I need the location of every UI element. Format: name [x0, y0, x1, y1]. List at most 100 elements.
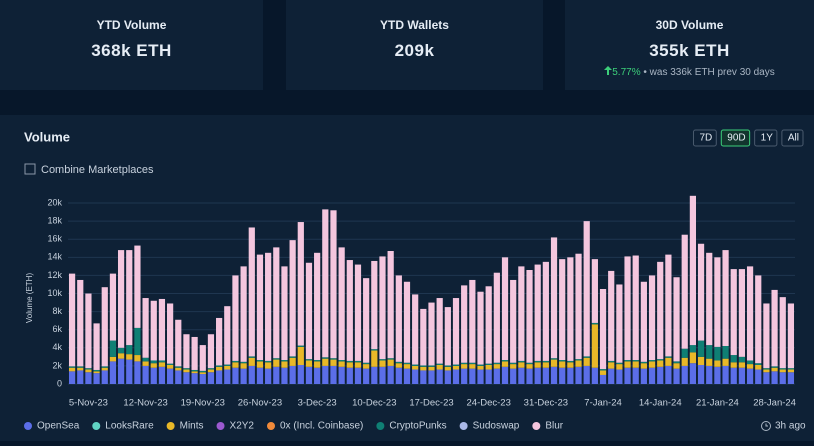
bar-segment [452, 365, 460, 370]
bar-segment [387, 251, 394, 359]
legend-swatch[interactable] [267, 422, 275, 430]
range-button-label[interactable]: 1Y [761, 133, 774, 144]
bar-segment [248, 356, 255, 358]
bar-segment [77, 366, 84, 368]
bar-segment [640, 368, 647, 384]
range-button-label[interactable]: 90D [727, 133, 745, 144]
bar-segment [240, 363, 247, 369]
bar-segment [428, 370, 435, 384]
legend-swatch[interactable] [166, 422, 175, 430]
bar-segment [289, 356, 296, 358]
bar-segment [461, 364, 468, 369]
legend-swatch[interactable] [216, 422, 225, 430]
bar-segment [68, 366, 76, 368]
bar-segment [256, 254, 264, 361]
bar-segment [371, 349, 378, 351]
bar-segment [77, 279, 84, 367]
bar-segment [616, 364, 623, 370]
bar-segment [232, 360, 239, 363]
bar-segment [550, 359, 558, 367]
bar-segment [134, 361, 141, 384]
bar-segment [779, 368, 786, 370]
legend-swatch[interactable] [376, 422, 385, 430]
checkbox-label[interactable]: Combine Marketplaces [41, 164, 154, 176]
clock-icon [761, 421, 771, 431]
bar-segment [697, 356, 705, 365]
bar-segment [167, 368, 174, 384]
bar-segment [224, 364, 231, 366]
bar-segment [632, 361, 639, 368]
bar-segment [567, 360, 574, 363]
bar-segment [77, 367, 84, 371]
legend-label[interactable]: Blur [545, 421, 563, 432]
bar-segment [714, 346, 721, 361]
bar-segment [518, 362, 525, 368]
legend-label[interactable]: Sudoswap [473, 421, 520, 432]
range-button-label[interactable]: All [788, 133, 799, 144]
range-button[interactable] [754, 129, 778, 147]
stat-change: 5.77% • was 336k ETH prev 30 days [565, 66, 814, 78]
bar-segment [232, 367, 239, 384]
legend-label[interactable]: CryptoPunks [389, 421, 446, 432]
bar-segment [150, 367, 157, 384]
legend-label[interactable]: 0x (Incl. Coinbase) [280, 421, 363, 432]
bar-segment [730, 362, 737, 368]
bar-segment [518, 360, 525, 363]
bar-segment [493, 362, 500, 365]
legend-label[interactable]: X2Y2 [230, 421, 255, 432]
bar-segment [542, 367, 549, 384]
range-button[interactable] [720, 129, 751, 147]
bar-segment [461, 362, 468, 365]
bar-segment [68, 371, 76, 384]
bar-segment [248, 357, 255, 366]
bar-segment [567, 367, 574, 384]
bar-segment [608, 360, 615, 363]
legend-swatch[interactable] [24, 422, 32, 430]
range-button-label[interactable]: 7D [699, 133, 712, 144]
bar-segment [183, 334, 190, 369]
bar-segment [599, 374, 607, 384]
bar-segment [542, 261, 549, 361]
checkbox[interactable] [24, 163, 36, 175]
bar-segment [665, 365, 672, 384]
y-tick-label: 0 [57, 378, 62, 388]
bar-segment [469, 362, 476, 365]
bar-segment [542, 362, 549, 368]
stat-label: YTD Volume [96, 18, 167, 32]
legend-swatch[interactable] [459, 422, 468, 430]
bar-segment [575, 366, 582, 384]
bar-segment [314, 360, 321, 362]
bar-segment [248, 365, 255, 384]
bar-segment [191, 373, 198, 384]
bar-segment [599, 289, 607, 370]
bar-segment [85, 293, 92, 369]
bar-segment [575, 253, 582, 360]
bar-segment [591, 259, 598, 323]
bar-segment [469, 368, 476, 384]
bar-segment [175, 319, 182, 367]
stat-label: YTD Wallets [380, 18, 449, 32]
legend-swatch[interactable] [532, 422, 541, 430]
bar-segment [689, 195, 696, 346]
bar-segment [216, 366, 223, 371]
legend-label[interactable]: LooksRare [105, 421, 154, 432]
bar-segment [583, 356, 590, 358]
bar-segment [363, 278, 370, 363]
bar-segment [493, 364, 500, 369]
range-button[interactable] [692, 129, 717, 147]
bar-segment [403, 281, 411, 363]
legend-swatch[interactable] [92, 422, 101, 430]
range-button[interactable] [781, 129, 804, 147]
change-pct: 5.77% [612, 67, 641, 78]
x-tick-label: 5-Nov-23 [69, 398, 108, 409]
bar-segment [150, 363, 157, 368]
bar-segment [477, 291, 484, 365]
legend-label[interactable]: OpenSea [37, 421, 80, 432]
bar-segment [501, 257, 509, 361]
bar-segment [85, 372, 92, 384]
bar-segment [314, 252, 321, 361]
bar-segment [281, 361, 288, 368]
legend-label[interactable]: Mints [180, 421, 204, 432]
x-tick-label: 31-Dec-23 [524, 398, 568, 409]
bar-segment [142, 361, 149, 366]
